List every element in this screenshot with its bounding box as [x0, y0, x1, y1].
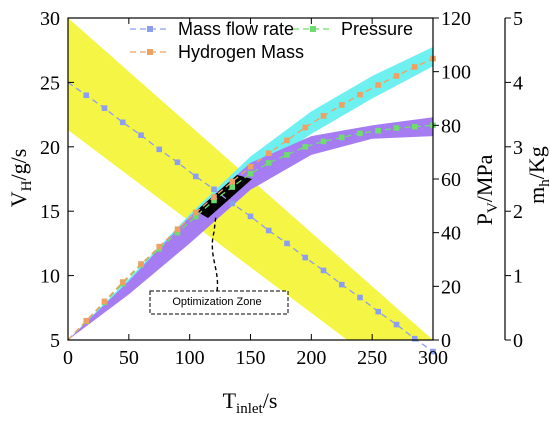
y-right1-tick-label: 40	[441, 223, 461, 245]
series-0-point	[284, 240, 290, 247]
series-2-point	[101, 298, 108, 305]
series-2-point	[229, 178, 236, 185]
series-2-point	[174, 226, 181, 233]
x-tick-label: 50	[119, 347, 139, 369]
series-1-point	[320, 138, 327, 145]
annotation-box	[149, 290, 289, 315]
series-0-point	[393, 321, 400, 328]
series-0-point	[192, 173, 199, 180]
y-right2-axis-title: mh/Kg	[524, 146, 550, 204]
series-1-point	[411, 123, 418, 130]
y-right1-tick-label: 120	[441, 8, 471, 30]
series-2-point	[265, 150, 272, 157]
series-0-point	[430, 348, 436, 355]
series-2-point	[284, 137, 290, 144]
y-right2-tick-label: 1	[513, 266, 523, 288]
x-tick-label: 300	[418, 347, 448, 369]
legend-marker-0	[147, 26, 153, 32]
series-line-0	[67, 81, 434, 353]
series-0-point	[375, 308, 382, 315]
series-2-point	[156, 243, 163, 250]
series-0-point	[229, 200, 236, 207]
series-1-point	[174, 229, 181, 236]
series-1-point	[229, 184, 236, 190]
x-tick-label: 150	[236, 347, 266, 369]
y-right2-tick-label: 4	[513, 72, 523, 94]
series-0-point	[302, 254, 309, 261]
series-1-point	[302, 144, 309, 150]
y-left-axis-title: VH/g/s	[6, 149, 35, 208]
series-0-point	[320, 267, 327, 274]
series-0-point	[174, 159, 181, 166]
y-right2-tick-label: 2	[513, 201, 523, 223]
legend-marker-1	[310, 26, 316, 32]
series-1-point	[265, 160, 272, 166]
legend-label-2: Hydrogen Mass	[178, 42, 304, 62]
series-0-point	[411, 335, 418, 342]
series-0-point	[338, 281, 345, 288]
series-0-point	[156, 146, 163, 153]
y-right1-tick-label: 20	[441, 276, 461, 298]
series-2-point	[375, 82, 382, 88]
annotation-label: Optimization Zone	[172, 296, 261, 308]
x-tick-label: 0	[63, 347, 73, 369]
series-2-point	[393, 73, 400, 79]
series-2-point	[302, 124, 309, 131]
series-0-point	[265, 227, 272, 234]
y-right1-tick-label: 60	[441, 169, 461, 191]
legend-label-1: Pressure	[341, 19, 413, 39]
series-2-point	[138, 261, 144, 267]
y-left-tick-label: 30	[40, 8, 60, 30]
y-right2-tick-label: 0	[513, 330, 523, 352]
series-1-point	[375, 127, 382, 134]
series-2-point	[247, 163, 254, 170]
annotation-layer: Optimization Zone	[149, 214, 289, 315]
legend-marker-2	[147, 49, 153, 55]
y-right2-tick-label: 5	[513, 8, 523, 30]
series-2-point	[192, 209, 199, 216]
y-right1-tick-label: 100	[441, 62, 471, 84]
series-0-point	[211, 186, 217, 193]
series-2-point	[320, 113, 327, 119]
y-left-tick-label: 15	[40, 201, 60, 223]
annotation-pointer	[211, 214, 219, 292]
series-0-point	[247, 213, 254, 220]
series-2-point	[211, 194, 217, 200]
y-left-tick-label: 10	[40, 266, 60, 288]
x-axis-title: Tinlet/s	[223, 388, 278, 417]
axes-layer: 0 50 100 150 200 250 3005101520253002040608010…	[6, 8, 550, 417]
y-left-tick-label: 25	[40, 72, 60, 94]
series-2-point	[357, 91, 363, 98]
y-right2-tick-label: 3	[513, 137, 523, 159]
series-1-point	[357, 130, 363, 137]
series-0-point	[119, 119, 126, 126]
series-1-point	[284, 152, 290, 158]
series-1-point	[211, 197, 217, 204]
y-left-tick-label: 5	[50, 330, 60, 352]
series-2-point	[338, 102, 345, 108]
series-1-point	[393, 125, 400, 131]
y-right1-axis-title: PV/MPa	[472, 154, 501, 225]
series-2-point	[119, 279, 126, 285]
x-tick-label: 100	[175, 347, 205, 369]
x-tick-label: 200	[296, 347, 326, 369]
series-0-point	[101, 105, 108, 111]
legend-label-0: Mass flow rate	[178, 19, 294, 39]
series-0-point	[83, 92, 90, 99]
series-1-point	[338, 134, 345, 141]
series-1-point	[247, 170, 254, 177]
x-tick-label: 250	[357, 347, 387, 369]
series-0-point	[357, 294, 363, 301]
y-left-tick-label: 20	[40, 137, 60, 159]
series-1-point	[192, 213, 199, 220]
series-2-point	[83, 317, 90, 324]
y-right1-tick-label: 0	[441, 330, 451, 352]
series-0-point	[138, 132, 144, 139]
series-2-point	[411, 64, 418, 70]
y-right1-tick-label: 80	[441, 115, 461, 137]
legend: Mass flow rate Pressure Hydrogen Mass	[130, 19, 413, 62]
